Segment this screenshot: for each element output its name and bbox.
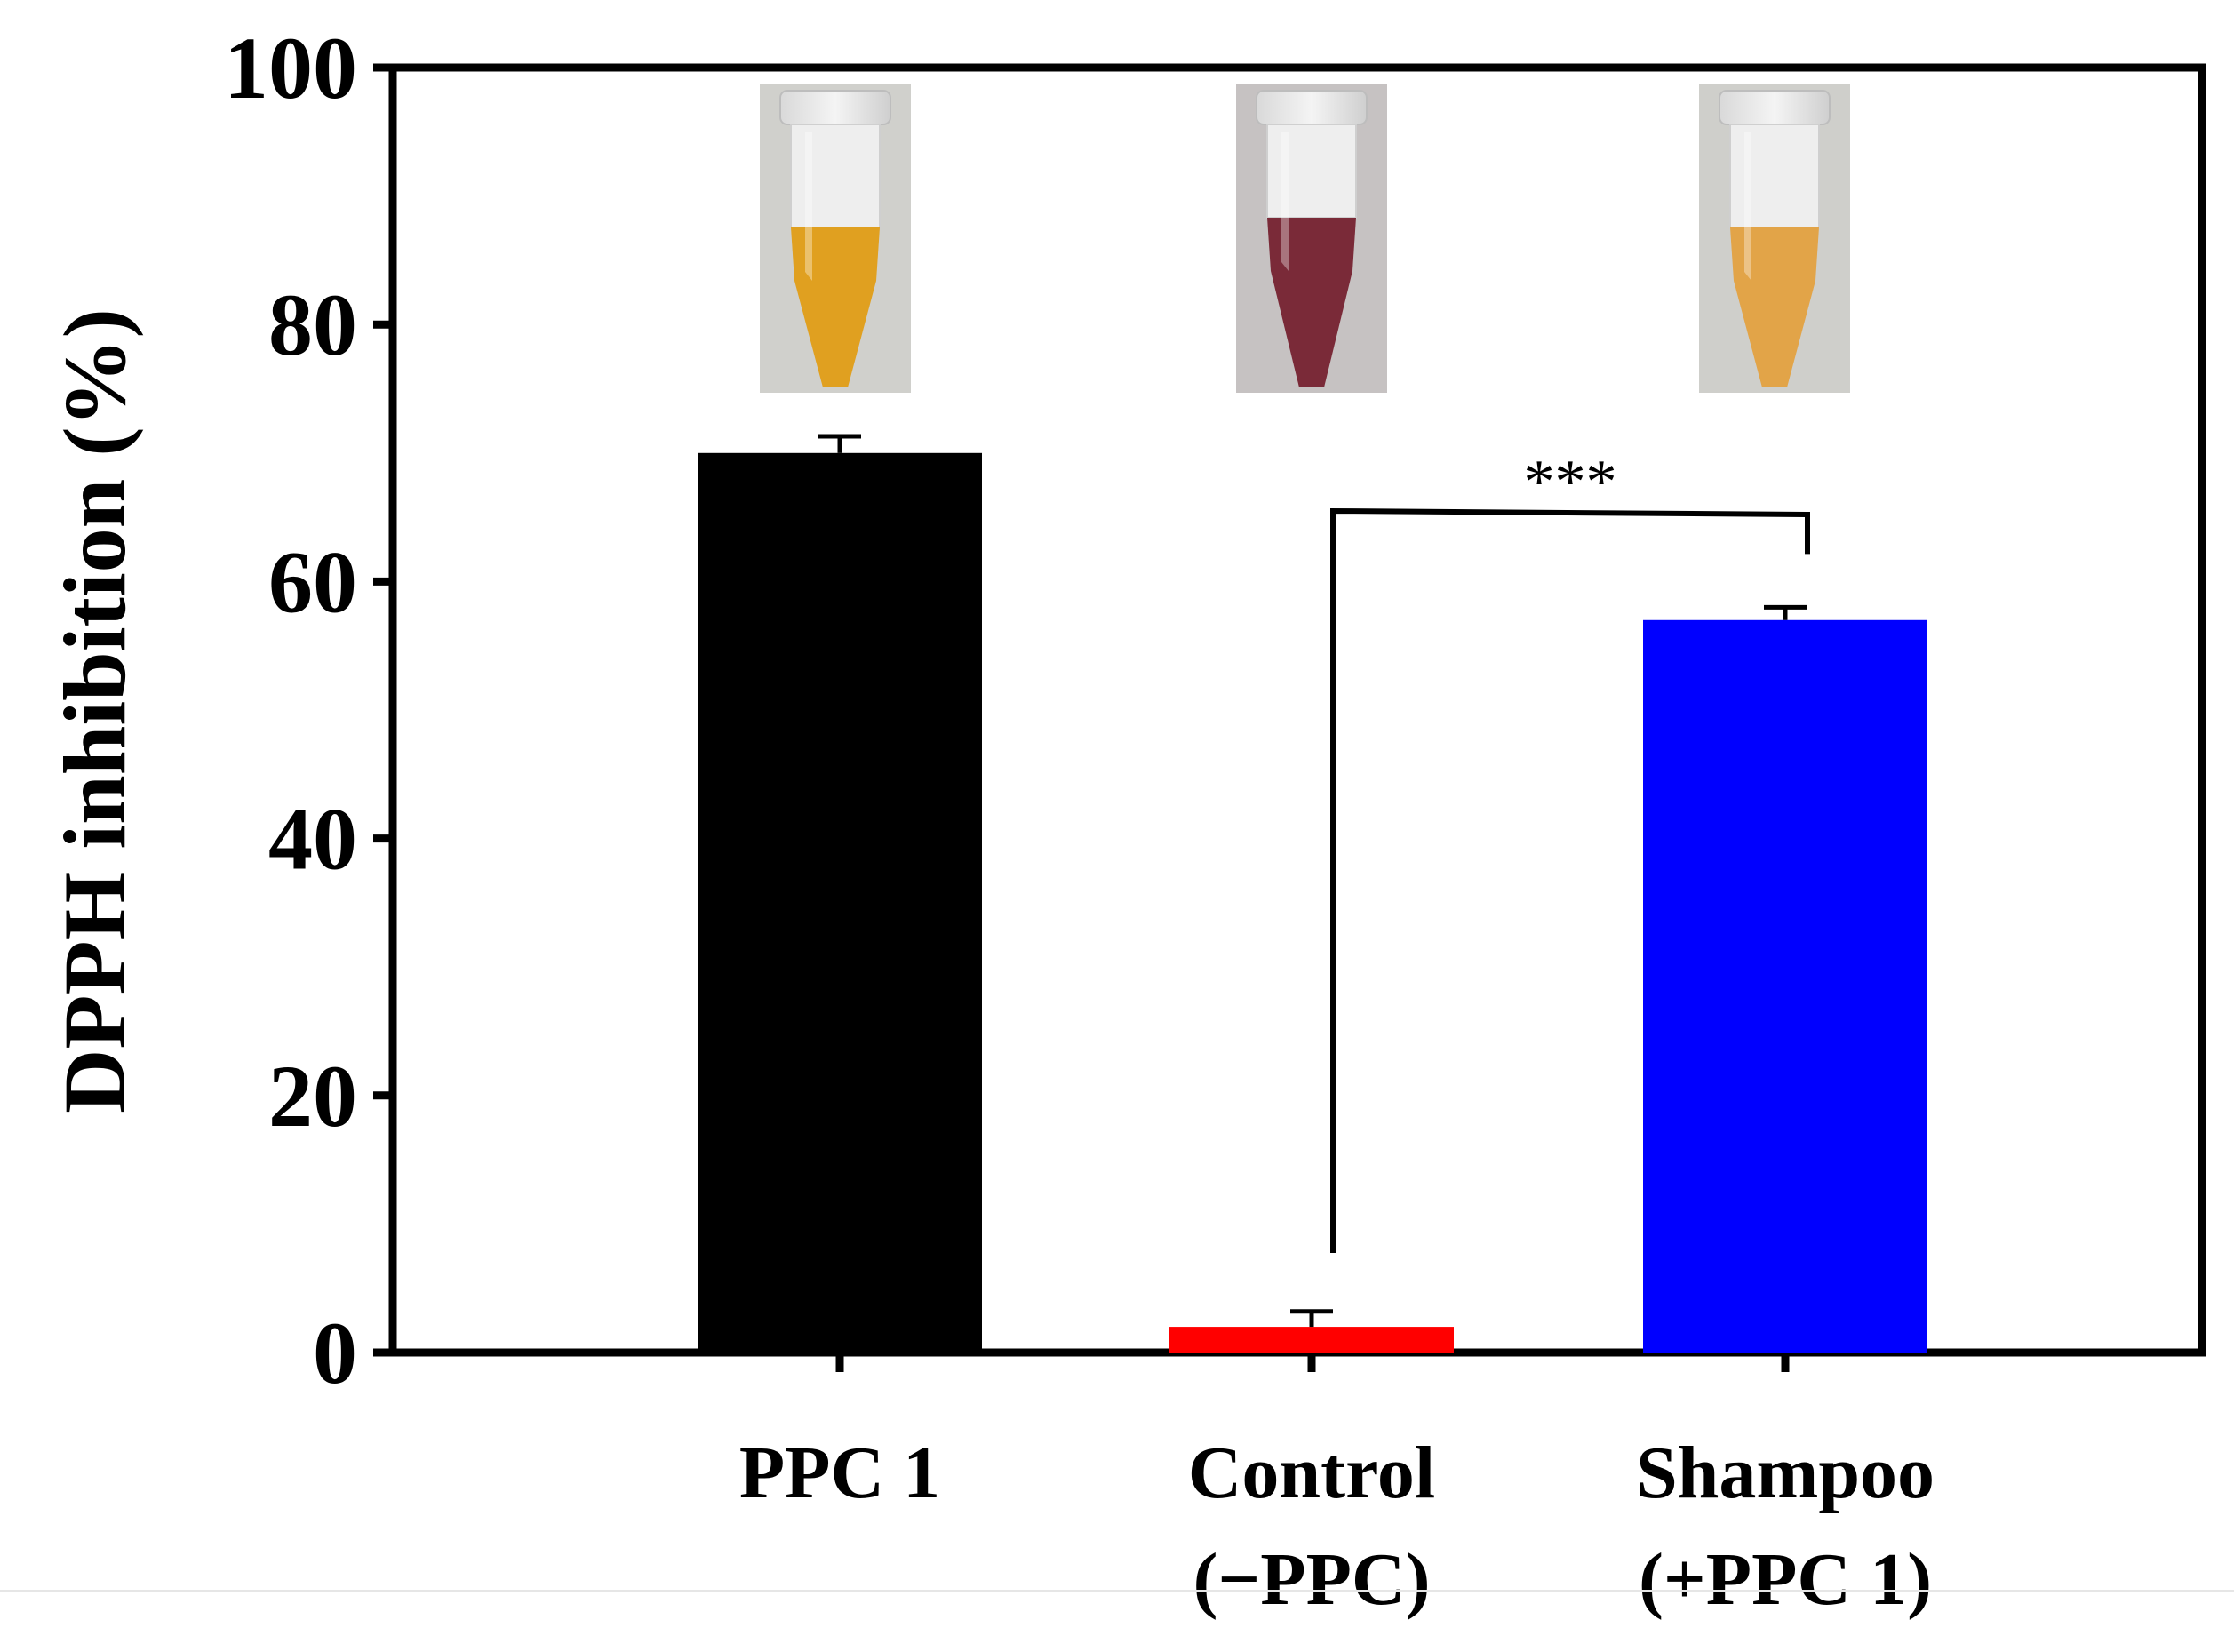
y-tick-label: 0 [313, 1304, 357, 1402]
bar [1643, 619, 1927, 1353]
x-axis: PPC 1 Control (−PPC) Shampoo (+PPC 1) [739, 1353, 1935, 1621]
x-category-label-line2: (+PPC 1) [1639, 1538, 1932, 1621]
error-bars [818, 434, 1807, 1328]
y-tick-label: 80 [268, 275, 357, 374]
y-axis-title: DPPH inhibition (%) [45, 308, 144, 1113]
x-category-label: Control [1188, 1432, 1435, 1514]
significance-bracket-line [1330, 507, 1810, 1253]
tube-photo [760, 84, 911, 393]
y-tick-label: 20 [268, 1047, 357, 1145]
y-tick-label: 100 [224, 19, 357, 117]
y-tick-label: 40 [268, 790, 357, 889]
x-category-label-line2: (−PPC) [1193, 1538, 1430, 1621]
bar [698, 452, 982, 1353]
x-category-label: Shampoo [1636, 1432, 1935, 1514]
tube-photo [1236, 84, 1387, 393]
tube-photo [1699, 84, 1850, 393]
x-category-label: PPC 1 [739, 1432, 940, 1514]
significance-bracket: *** [1330, 448, 1810, 1253]
bars [698, 452, 1927, 1353]
y-tick-label: 60 [268, 532, 357, 631]
bar [1169, 1327, 1454, 1353]
y-axis: 0 20 40 60 80 100 [224, 19, 393, 1402]
significance-label: *** [1524, 448, 1617, 516]
tube-photos [760, 84, 1850, 393]
